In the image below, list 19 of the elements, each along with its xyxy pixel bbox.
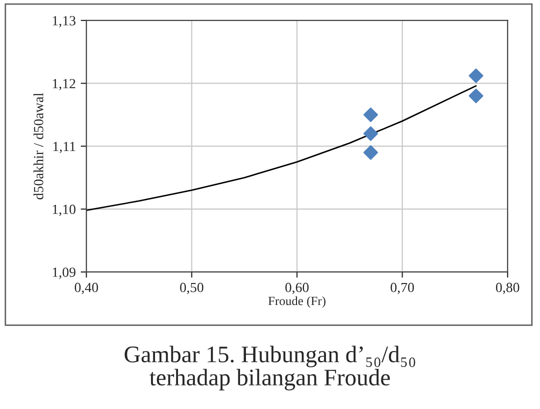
x-tick-label: 0,40	[74, 282, 98, 294]
y-axis-title: d50akhir / d50awal	[34, 92, 44, 200]
x-axis-title: Froude (Fr)	[268, 296, 326, 308]
y-tick-label: 1,13	[52, 16, 76, 28]
text: Gambar 15. Hubungan d’₅₀/d₅₀ terhadap bilangan Froude	[124, 346, 416, 390]
point	[363, 145, 378, 160]
y-tick-label: 1,12	[52, 78, 76, 90]
y-tick-label: 1,11	[53, 142, 76, 154]
x-tick-label: 0,80	[496, 282, 520, 294]
point	[363, 126, 378, 141]
y-tick-label: 1,10	[52, 204, 76, 216]
line-series	[86, 85, 477, 212]
x-tick-label: 0,50	[180, 282, 204, 294]
point	[468, 68, 484, 84]
point	[363, 107, 378, 122]
point	[468, 88, 484, 104]
x-tick-label: 0,60	[285, 282, 309, 294]
y-tick-label: 1,09	[52, 268, 76, 279]
x-tick-label: 0,70	[390, 282, 414, 294]
